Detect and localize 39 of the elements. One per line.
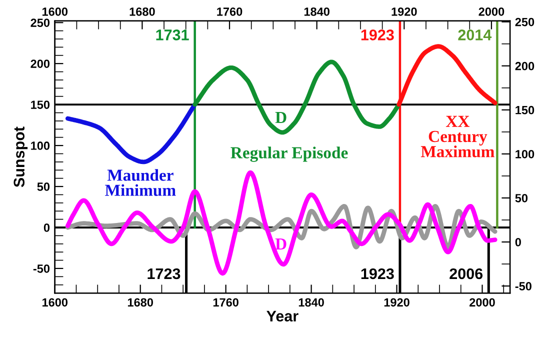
x2-tick-label: 1760 <box>217 7 242 16</box>
annotation: Maunder Minimum <box>105 169 176 196</box>
y2-tick-label: 50 <box>515 194 528 202</box>
y-tick-label: 200 <box>30 60 50 68</box>
y2-tick-label: 0 <box>515 238 521 246</box>
x-tick-label: 2000 <box>470 298 495 307</box>
x2-tick-label: 1840 <box>304 7 330 16</box>
ref-line-label: 1923 <box>361 30 394 40</box>
x2-tick-label: 1600 <box>42 7 68 16</box>
annotation: Regular Episode <box>230 146 348 162</box>
ref-line-label: 2014 <box>458 30 492 40</box>
y2-tick-label: 200 <box>515 62 534 70</box>
x-tick-label: 1920 <box>384 298 410 307</box>
y-axis-title: Sunspot <box>14 126 28 188</box>
y2-tick-label: 150 <box>516 106 534 114</box>
y-tick-label: 0 <box>44 224 50 232</box>
y-tick-label: 150 <box>31 100 50 109</box>
annotation: D <box>275 238 286 250</box>
annotation: XX Century Maximum <box>420 116 494 158</box>
ref-line-label: 1923 <box>361 268 394 280</box>
y-tick-label: -50 <box>33 264 50 273</box>
y2-tick-label: -50 <box>515 282 532 290</box>
x-tick-label: 1600 <box>42 298 68 307</box>
y2-tick-label: 100 <box>516 150 534 158</box>
x-tick-label: 1840 <box>298 298 324 307</box>
y-tick-label: 50 <box>37 182 50 191</box>
x-axis-title: Year <box>266 310 298 322</box>
x-tick-label: 1680 <box>128 298 153 307</box>
ref-line-label: 1731 <box>156 30 189 40</box>
x2-tick-label: 1680 <box>130 7 155 16</box>
x-tick-label: 1760 <box>213 298 238 307</box>
x2-tick-label: 2000 <box>478 7 504 16</box>
ref-line-label: 2006 <box>450 268 483 280</box>
y-tick-label: 250 <box>30 18 50 27</box>
annotation: D <box>275 112 286 123</box>
y-tick-label: 100 <box>31 142 50 150</box>
x2-tick-label: 1920 <box>392 7 417 16</box>
ref-line-label: 1723 <box>148 268 180 280</box>
y2-tick-label: 250 <box>515 18 534 26</box>
